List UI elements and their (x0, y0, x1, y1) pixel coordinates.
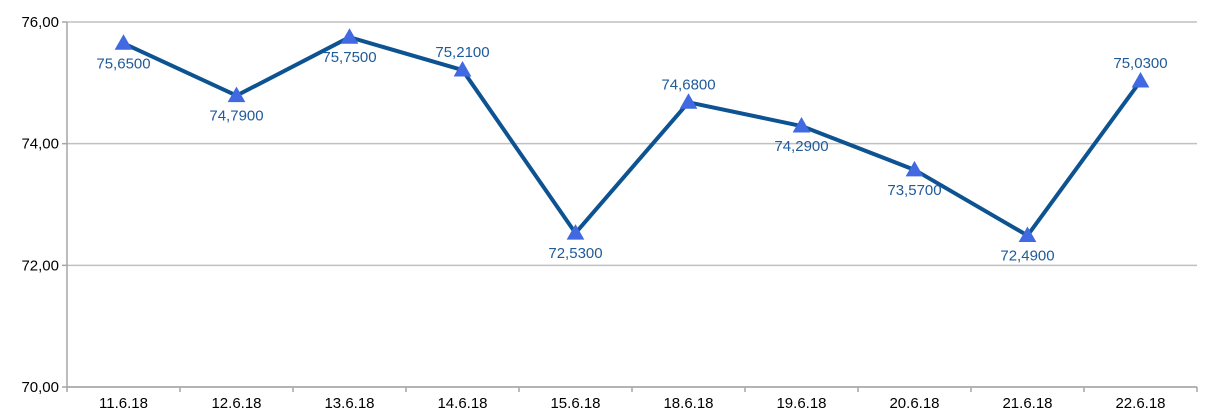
data-point-marker (792, 117, 811, 133)
x-tick-label: 19.6.18 (776, 395, 826, 412)
label-layer: 75,6500 74,7900 75,7500 75,2100 72,5300 74,68… (96, 44, 1167, 264)
data-label: 72,5300 (548, 245, 602, 262)
data-point-marker (679, 93, 698, 109)
data-point-marker (227, 86, 246, 103)
data-label: 75,6500 (96, 55, 150, 72)
axis-layer: 70,00 72,00 74,00 76,00 11.6.18 12.6.18 13.6.1… (21, 14, 1198, 412)
y-tick-label: 76,00 (21, 14, 59, 31)
data-label: 73,5700 (887, 182, 941, 199)
data-label: 75,2100 (435, 44, 489, 61)
y-tick-label: 70,00 (21, 379, 59, 396)
grid-layer (67, 21, 1197, 388)
x-tick-label: 20.6.18 (889, 395, 939, 412)
data-point-marker (1131, 72, 1150, 88)
series-layer (114, 28, 1150, 243)
data-label: 72,4900 (1000, 248, 1054, 265)
data-point-marker (566, 224, 585, 240)
data-label: 75,7500 (322, 49, 376, 66)
x-tick-label: 21.6.18 (1002, 395, 1052, 412)
data-point-marker (1018, 226, 1037, 243)
y-tick-label: 72,00 (21, 257, 59, 274)
data-label: 74,7900 (209, 108, 263, 125)
data-label: 74,6800 (661, 76, 715, 93)
series-line (121, 35, 1143, 238)
data-point-marker (453, 61, 472, 77)
data-point-marker (905, 160, 924, 177)
x-tick-label: 22.6.18 (1115, 395, 1165, 412)
data-point-marker (114, 34, 133, 50)
x-tick-label: 14.6.18 (437, 395, 487, 412)
data-label: 75,0300 (1113, 55, 1167, 72)
x-tick-label: 12.6.18 (211, 395, 261, 412)
x-tick-label: 15.6.18 (550, 395, 600, 412)
data-point-marker (340, 28, 359, 44)
x-tick-label: 18.6.18 (663, 395, 713, 412)
x-tick-label: 11.6.18 (99, 395, 148, 412)
x-tick-label: 13.6.18 (324, 395, 374, 412)
data-label: 74,2900 (774, 138, 828, 155)
y-tick-label: 74,00 (21, 136, 59, 153)
